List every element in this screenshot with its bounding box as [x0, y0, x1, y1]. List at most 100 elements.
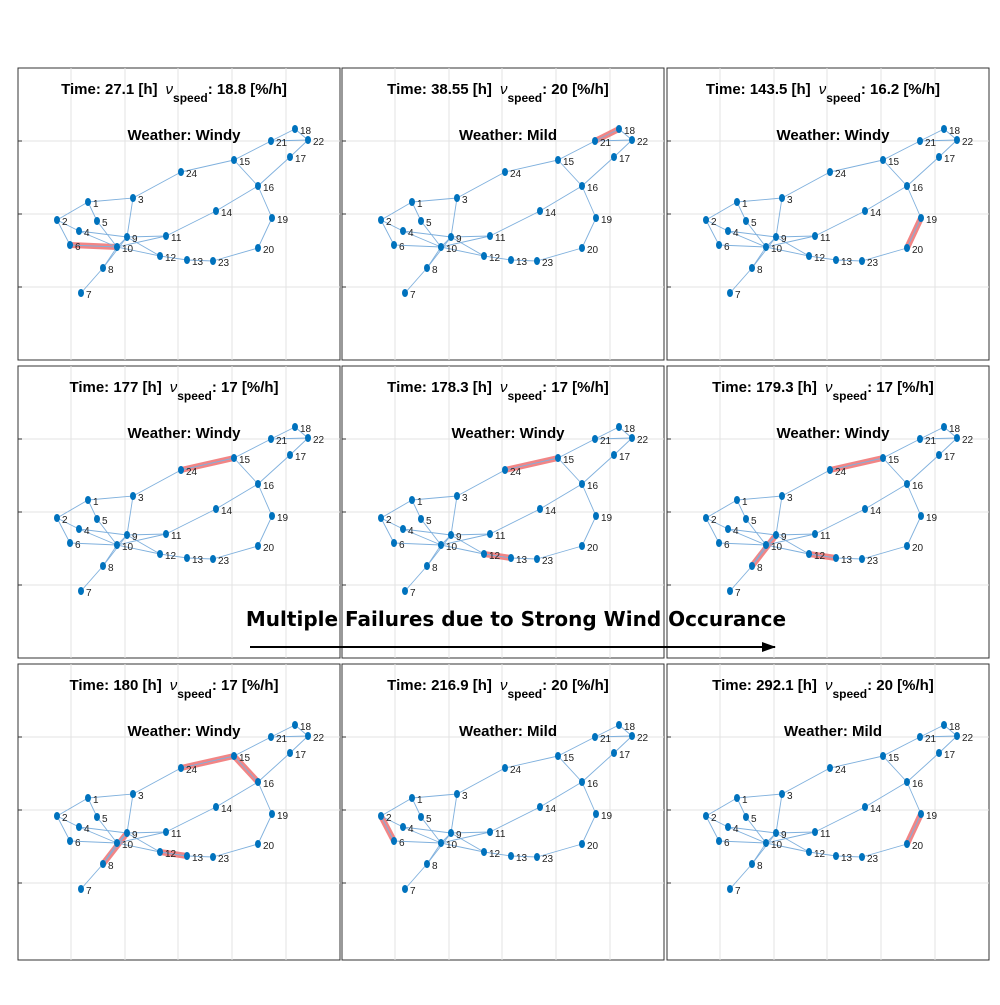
weather: Weather: Windy [777, 425, 891, 442]
line [705, 201, 738, 221]
node-label: 2 [62, 515, 68, 526]
node [231, 156, 237, 164]
node [537, 505, 543, 513]
line [456, 767, 506, 795]
node [592, 137, 598, 145]
node [827, 466, 833, 474]
panel-title: Time: 38.55 [h] νspeed: 20 [%/h] [387, 81, 609, 105]
node [727, 587, 733, 595]
speed-value: : 18.8 [%/h] [208, 81, 287, 98]
line [380, 219, 395, 246]
line [102, 534, 128, 567]
node-label: 2 [62, 813, 68, 824]
node [918, 214, 924, 222]
line [775, 533, 816, 536]
node [936, 749, 942, 757]
panel-title: Time: 180 [h] νspeed: 17 [%/h] [69, 677, 278, 701]
line [581, 781, 597, 815]
node [629, 136, 635, 144]
line [56, 815, 80, 828]
weather: Weather: Mild [459, 723, 557, 740]
line [87, 793, 134, 799]
line [775, 495, 783, 536]
node-label: 11 [495, 829, 506, 840]
node [534, 555, 540, 563]
line [116, 246, 161, 257]
node-label: 5 [426, 516, 432, 527]
weather: Weather: Windy [128, 723, 242, 740]
line [420, 518, 442, 546]
node-label: 24 [510, 467, 522, 478]
line [132, 767, 182, 795]
line [233, 736, 272, 757]
node-label: 24 [835, 765, 847, 776]
node [114, 541, 120, 549]
node [100, 562, 106, 570]
node-label: 3 [462, 195, 468, 206]
line [233, 438, 272, 459]
node-label: 8 [757, 265, 763, 276]
line [489, 806, 541, 833]
node [424, 264, 430, 272]
time: Time: 143.5 [h] [706, 81, 811, 98]
line [594, 139, 633, 142]
line [440, 235, 491, 248]
panel: Time: 216.9 [h] νspeed: 20 [%/h] Weather: … [341, 663, 665, 961]
node-label: 1 [93, 795, 99, 806]
line [96, 518, 118, 546]
node-label: 7 [735, 886, 741, 897]
line [594, 437, 633, 440]
node [812, 232, 818, 240]
node-label: 5 [426, 218, 432, 229]
line [705, 219, 729, 232]
node-label: 2 [386, 217, 392, 228]
line [808, 553, 837, 559]
node-label: 17 [295, 750, 307, 761]
line [765, 842, 810, 853]
node [716, 837, 722, 845]
node [378, 216, 384, 224]
node-label: 23 [218, 556, 230, 567]
line [906, 185, 922, 219]
node [409, 794, 415, 802]
node-label: 14 [221, 506, 233, 517]
panel: Time: 177 [h] νspeed: 17 [%/h] Weather: Wi… [17, 365, 341, 659]
node [124, 829, 130, 837]
line [861, 843, 908, 858]
node-label: 22 [962, 137, 974, 148]
node [579, 840, 585, 848]
node-label: 8 [108, 265, 114, 276]
node [779, 492, 785, 500]
panel: Time: 38.55 [h] νspeed: 20 [%/h] Weather: … [341, 67, 665, 361]
weather: Weather: Windy [777, 127, 891, 144]
line [727, 230, 767, 248]
node [78, 885, 84, 893]
node [400, 823, 406, 831]
line [212, 843, 259, 858]
time: Time: 179.3 [h] [712, 379, 817, 396]
node-label: 2 [62, 217, 68, 228]
line [420, 220, 442, 248]
node-label: 20 [912, 841, 924, 852]
node-label: 15 [888, 455, 900, 466]
line [745, 220, 767, 248]
node-label: 16 [587, 481, 599, 492]
caption: Multiple Failures due to Strong Wind Occ… [246, 607, 786, 631]
line [594, 128, 620, 142]
node [936, 451, 942, 459]
line [727, 230, 777, 238]
node-label: 6 [399, 540, 405, 551]
node-label: 21 [276, 138, 288, 149]
panel: Time: 292.1 [h] νspeed: 20 [%/h] Weather: … [666, 663, 990, 961]
panel-frame [341, 663, 665, 961]
node [454, 790, 460, 798]
line [450, 235, 491, 238]
node-label: 14 [870, 506, 882, 517]
node-label: 14 [870, 208, 882, 219]
line [861, 247, 908, 262]
node [454, 194, 460, 202]
node-label: 3 [138, 493, 144, 504]
line [380, 815, 404, 828]
node [827, 168, 833, 176]
node-label: 9 [781, 532, 787, 543]
